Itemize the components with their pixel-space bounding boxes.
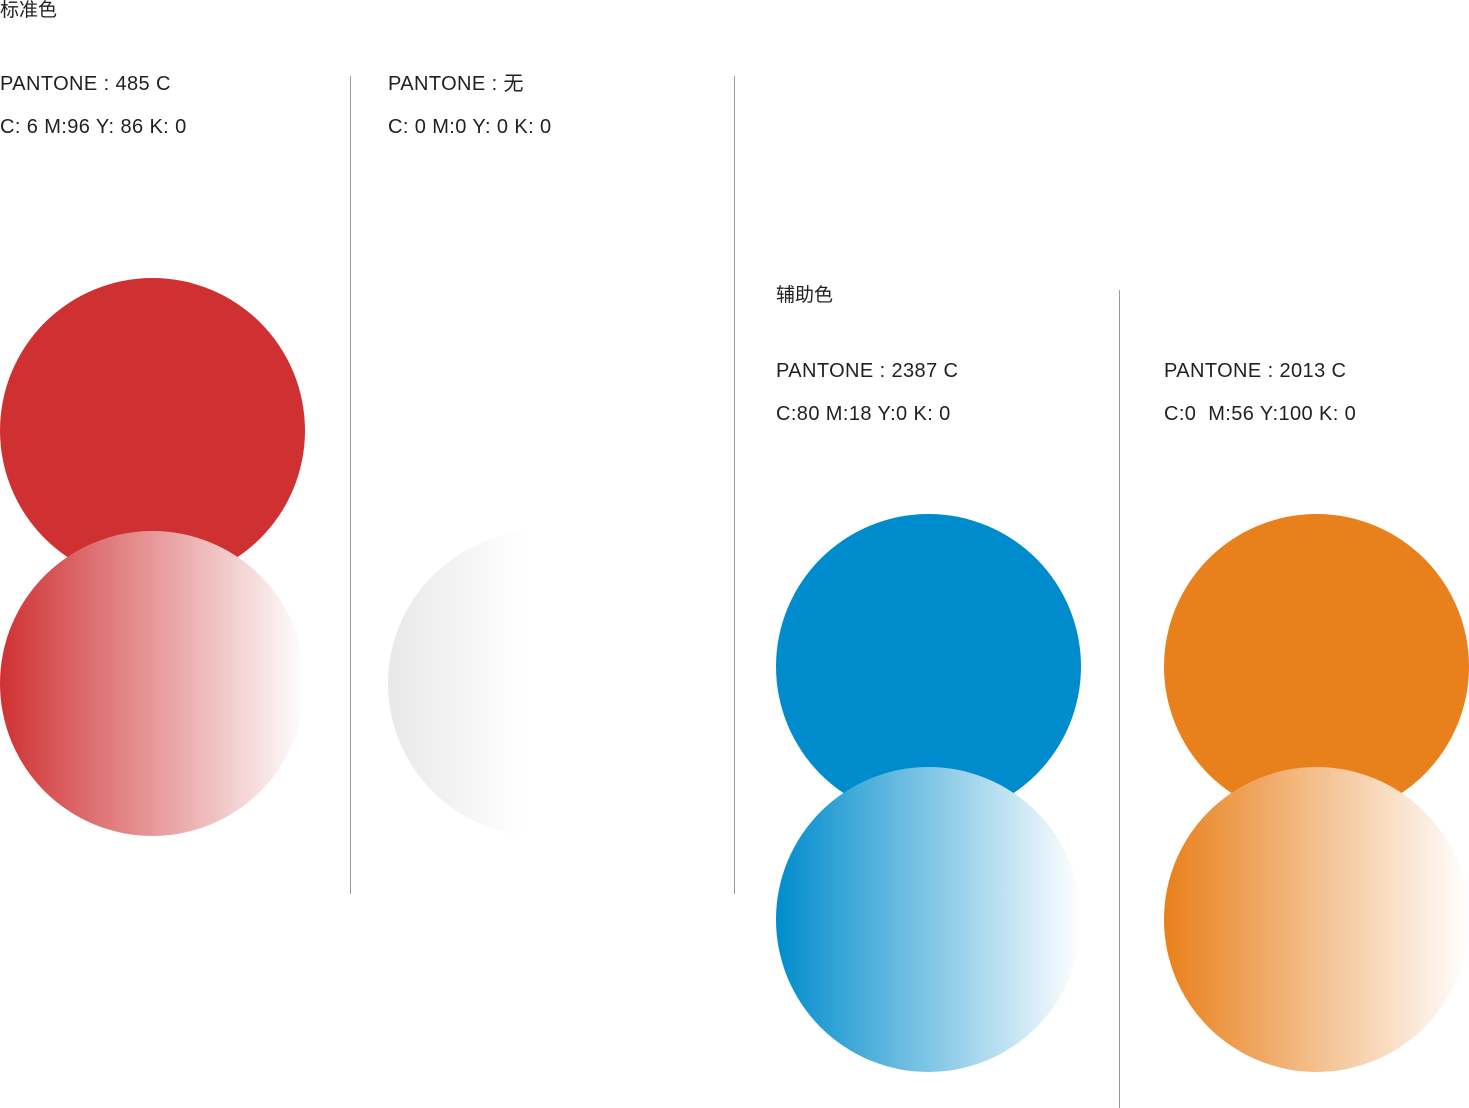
standard-colors-title: 标准色 — [0, 0, 58, 21]
swatch-2013c-cmyk: C:0 M:56 Y:100 K: 0 — [1164, 403, 1357, 425]
swatch-2387c-pantone: PANTONE : 2387 C — [776, 360, 959, 382]
swatch-2387c — [776, 514, 1086, 1074]
auxiliary-colors-title: 辅助色 — [776, 285, 834, 306]
swatch-485c-cmyk: C: 6 M:96 Y: 86 K: 0 — [0, 116, 187, 138]
divider-standard-1 — [350, 76, 351, 894]
divider-auxiliary — [1119, 290, 1120, 1108]
swatch-none-gradient-circle — [388, 531, 693, 836]
swatch-none-cmyk: C: 0 M:0 Y: 0 K: 0 — [388, 116, 552, 138]
divider-standard-2 — [734, 76, 735, 894]
swatch-2387c-gradient-circle — [776, 767, 1081, 1072]
swatch-485c-pantone: PANTONE : 485 C — [0, 73, 171, 95]
swatch-2013c — [1164, 514, 1469, 1074]
swatch-485c — [0, 278, 310, 838]
swatch-none-pantone: PANTONE : 无 — [388, 73, 524, 95]
swatch-485c-gradient-circle — [0, 531, 305, 836]
swatch-2013c-gradient-circle — [1164, 767, 1469, 1072]
swatch-2013c-pantone: PANTONE : 2013 C — [1164, 360, 1347, 382]
swatch-none — [388, 278, 698, 838]
swatch-2387c-cmyk: C:80 M:18 Y:0 K: 0 — [776, 403, 951, 425]
